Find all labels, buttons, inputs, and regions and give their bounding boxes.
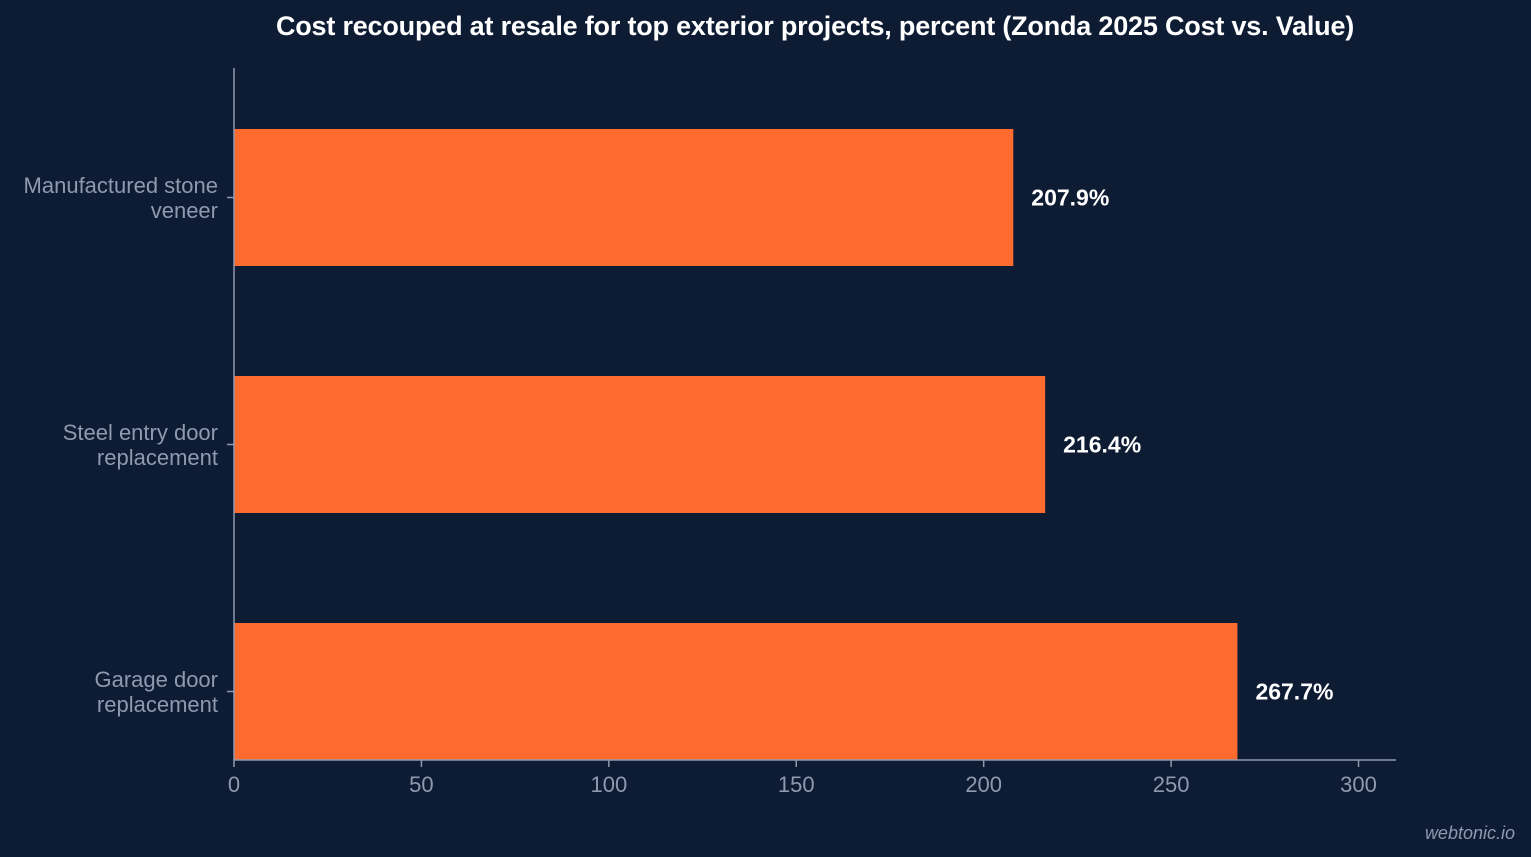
category-label: veneer (151, 198, 218, 223)
category-label: replacement (97, 692, 218, 717)
x-tick-label: 0 (228, 772, 240, 797)
chart-title: Cost recouped at resale for top exterior… (275, 11, 1355, 41)
x-tick-label: 150 (778, 772, 815, 797)
bars-layer (234, 129, 1238, 760)
bar (234, 623, 1238, 760)
bar-value-label: 267.7% (1255, 679, 1333, 705)
category-label: replacement (97, 445, 218, 470)
category-label: Manufactured stone (24, 173, 218, 198)
axes-layer (227, 68, 1396, 767)
watermark: webtonic.io (1424, 823, 1515, 843)
x-tick-label: 250 (1153, 772, 1190, 797)
bar-value-label: 216.4% (1063, 432, 1141, 458)
bar-value-label: 207.9% (1031, 185, 1109, 211)
bar (234, 129, 1014, 266)
x-tick-label: 50 (409, 772, 433, 797)
bar (234, 376, 1046, 513)
x-tick-label: 200 (965, 772, 1002, 797)
category-label: Garage door (94, 667, 218, 692)
x-tick-label: 300 (1340, 772, 1377, 797)
category-label: Steel entry door (63, 420, 218, 445)
x-tick-label: 100 (590, 772, 627, 797)
